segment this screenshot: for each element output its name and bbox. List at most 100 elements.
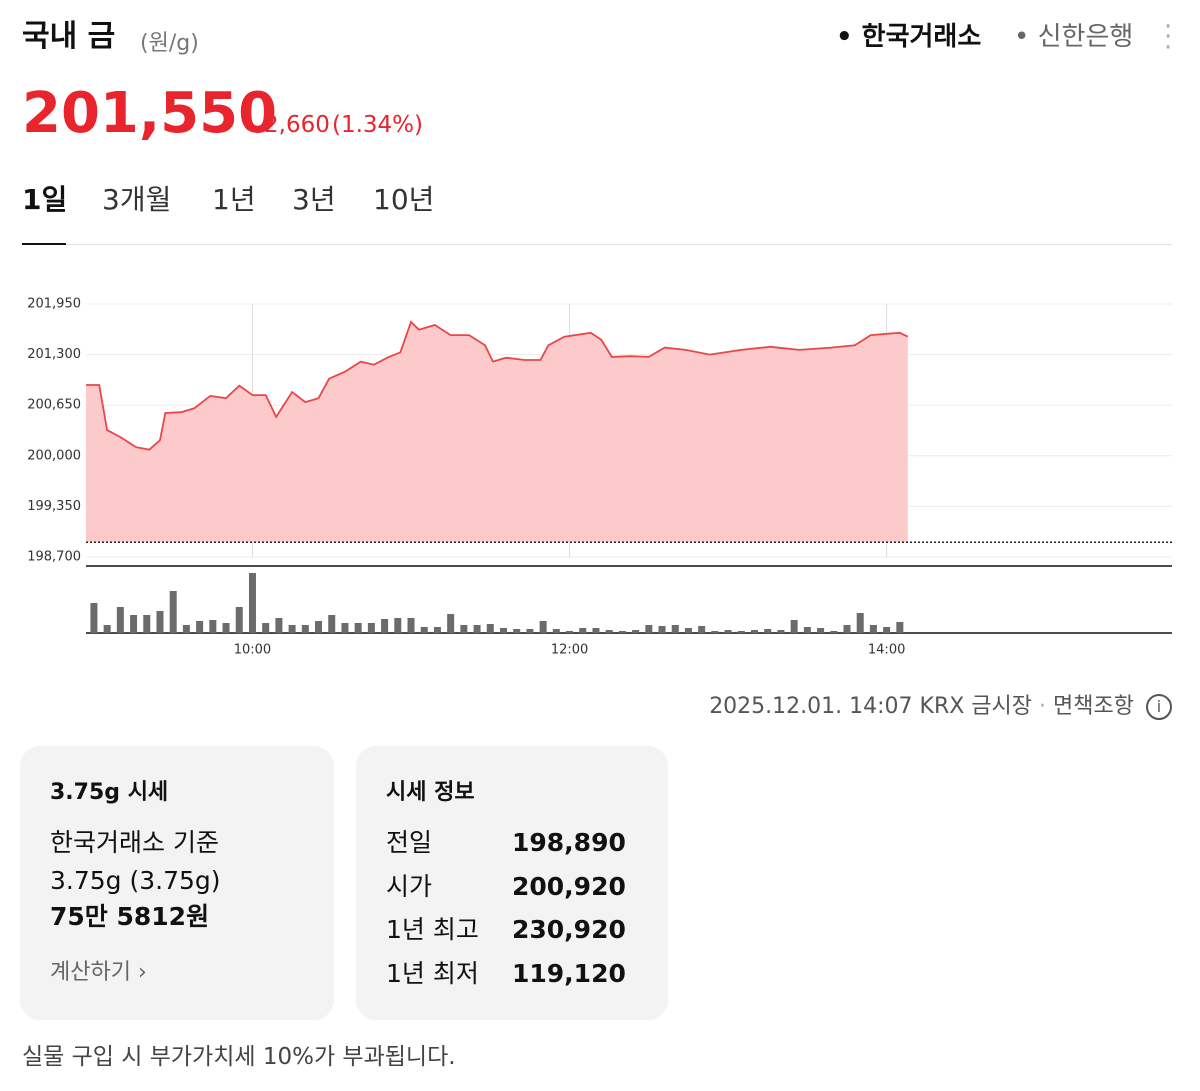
info-label: 시가 (386, 871, 433, 901)
volume-bar (751, 630, 759, 633)
volume-bar (684, 628, 692, 633)
volume-bar (130, 615, 138, 633)
period-tab[interactable]: 10년 (373, 183, 435, 216)
info-label: 1년 최저 (386, 958, 479, 988)
disclaimer[interactable]: 면책조항 (1053, 694, 1134, 719)
volume-bar (301, 625, 309, 633)
source-label: 한국거래소 (861, 22, 982, 52)
y-tick-label: 198,700 (27, 550, 81, 565)
volume-bar (275, 618, 283, 633)
title: 국내 금 (22, 19, 116, 54)
change: 2,660 (264, 112, 330, 138)
volume-bar (381, 619, 389, 633)
info-label: 1년 최고 (386, 915, 479, 944)
volume-bar (447, 614, 455, 633)
volume-bar (618, 631, 626, 633)
period-tab[interactable]: 3개월 (102, 183, 172, 216)
volume-bar (711, 631, 719, 633)
volume-bar (632, 630, 640, 633)
volume-bar (777, 630, 785, 633)
volume-bar (579, 628, 587, 633)
volume-bar (737, 631, 745, 633)
volume-bar (896, 622, 904, 633)
volume-bar (830, 631, 838, 633)
volume-bar (222, 623, 230, 633)
volume-bar (790, 620, 798, 633)
y-tick-label: 201,300 (27, 347, 81, 362)
volume-bar (354, 623, 362, 633)
volume-bar (116, 607, 124, 633)
volume-bar (209, 620, 217, 633)
volume-bar (262, 623, 270, 633)
volume-bar (90, 603, 98, 633)
area (86, 321, 908, 543)
card-text: 3.75g (3.75g) (50, 866, 221, 895)
volume-bar (420, 627, 428, 633)
more-menu[interactable]: · · · (1164, 12, 1173, 63)
card-title: 시세 정보 (386, 780, 475, 805)
card-title: 3.75g 시세 (50, 780, 169, 805)
period-tab[interactable]: 1일 (22, 183, 68, 216)
y-tick-label: 200,650 (27, 398, 81, 413)
up-arrow: ▲ (246, 117, 256, 131)
volume-bar (658, 626, 666, 633)
x-tick-label: 10:00 (234, 643, 271, 658)
volume-bar (883, 627, 891, 633)
volume-bar (103, 625, 111, 633)
timestamp-text: 2025.12.01. 14:07 KRX 금시장 (709, 694, 1033, 719)
info-value: 230,920 (512, 915, 626, 944)
volume-bar (856, 613, 864, 633)
volume-bar (486, 624, 494, 633)
y-tick-label: 199,350 (27, 499, 81, 514)
volume-bar (288, 625, 296, 633)
price-card (20, 746, 334, 1020)
calc-link[interactable]: 계산하기 › (50, 960, 147, 985)
volume-bar (235, 607, 243, 633)
volume-bar (552, 629, 560, 633)
change-pct: (1.34%) (332, 112, 424, 138)
volume-bar (592, 628, 600, 633)
volume-bar (605, 630, 613, 633)
volume-bar (341, 623, 349, 633)
source-tab[interactable]: • 한국거래소 (836, 22, 982, 52)
chart: 198,700 199,350 200,000 200,650 201,300 201,9… (27, 297, 1172, 658)
volume-bar (764, 629, 772, 633)
volume-bar (513, 629, 521, 633)
volume-bar (367, 623, 375, 633)
volume-bar (182, 625, 190, 633)
volume-bar (460, 625, 468, 633)
y-tick-label: 200,000 (27, 448, 81, 463)
tab-underline (22, 243, 66, 245)
volume-bar (248, 573, 256, 633)
volume-bar (315, 621, 323, 633)
volume-bar (566, 631, 574, 633)
info-icon[interactable]: i (1146, 694, 1172, 720)
x-tick-label: 12:00 (551, 643, 588, 658)
volume-bar (843, 625, 851, 633)
calc-label: 계산하기 (50, 960, 131, 985)
source-tab[interactable]: • 신한은행 (1014, 22, 1134, 52)
card-amount: 75만 5812원 (50, 902, 210, 931)
volume-bar (869, 625, 877, 633)
source-label: 신한은행 (1037, 22, 1134, 52)
period-tab[interactable]: 3년 (292, 183, 336, 216)
volume-bar (539, 621, 547, 633)
tab-divider (22, 244, 1172, 245)
volume-bar (433, 627, 441, 633)
volume-bar (156, 611, 164, 633)
volume-bar (407, 618, 415, 633)
period-tab[interactable]: 1년 (212, 183, 256, 216)
price: 201,550 (22, 81, 278, 146)
volume-bar (724, 630, 732, 633)
volume-bar (473, 625, 481, 633)
info-value: 200,920 (512, 871, 626, 901)
volume-bar (645, 625, 653, 633)
volume-bar (394, 618, 402, 633)
volume-bar (328, 615, 336, 633)
volume-bar (698, 626, 706, 633)
card-text: 한국거래소 기준 (50, 828, 219, 857)
info-value: 119,120 (512, 958, 626, 988)
volume-bar (143, 615, 151, 633)
volume-bar (671, 625, 679, 633)
